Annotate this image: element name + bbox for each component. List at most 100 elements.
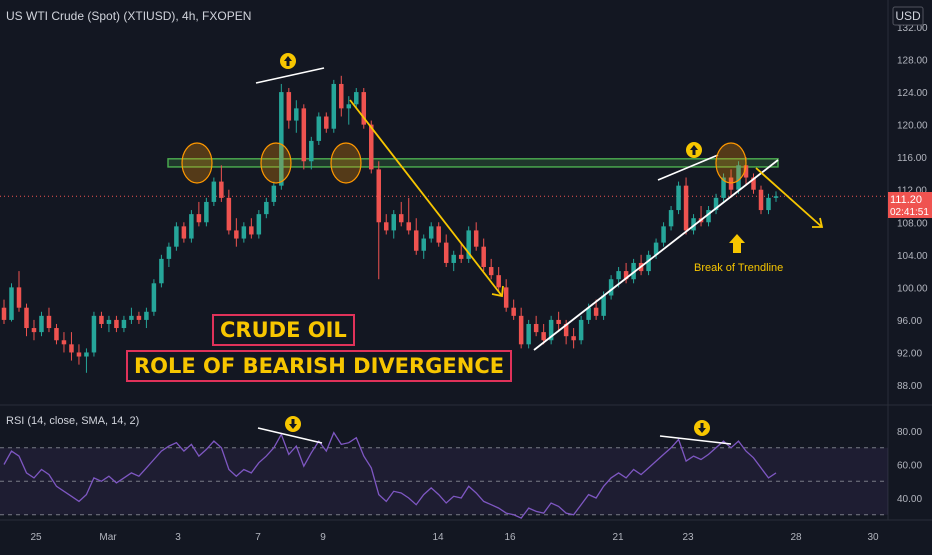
- candle[interactable]: [84, 348, 89, 373]
- symbol-title[interactable]: US WTI Crude (Spot) (XTIUSD), 4h, FXOPEN: [6, 9, 251, 23]
- ascending-trendline[interactable]: [533, 159, 779, 351]
- candle[interactable]: [309, 136, 314, 170]
- candle[interactable]: [548, 315, 554, 345]
- highlight-circle[interactable]: [330, 142, 362, 184]
- candle[interactable]: [436, 222, 441, 247]
- candle[interactable]: [294, 100, 299, 133]
- down-arrow-circle-icon[interactable]: [694, 420, 710, 436]
- candle[interactable]: [331, 79, 337, 133]
- candle[interactable]: [721, 173, 726, 202]
- up-arrow-circle-icon[interactable]: [686, 142, 702, 158]
- candle[interactable]: [241, 222, 247, 243]
- candle[interactable]: [129, 307, 134, 324]
- candle[interactable]: [728, 169, 734, 198]
- candle[interactable]: [736, 161, 741, 194]
- candle[interactable]: [503, 279, 509, 312]
- candle[interactable]: [159, 254, 164, 288]
- candle[interactable]: [473, 222, 479, 251]
- candle[interactable]: [511, 299, 516, 320]
- headline-label[interactable]: CRUDE OIL: [212, 314, 355, 346]
- candle[interactable]: [556, 311, 561, 333]
- candle[interactable]: [151, 279, 157, 316]
- candle[interactable]: [256, 210, 262, 239]
- candle[interactable]: [428, 222, 434, 243]
- candle[interactable]: [121, 315, 127, 333]
- candle[interactable]: [541, 323, 546, 345]
- candle[interactable]: [758, 185, 764, 215]
- candle[interactable]: [226, 189, 232, 235]
- candle[interactable]: [301, 104, 307, 170]
- candle[interactable]: [406, 197, 411, 235]
- candle[interactable]: [324, 112, 329, 133]
- candle[interactable]: [316, 112, 322, 145]
- candle[interactable]: [196, 201, 202, 227]
- candle[interactable]: [271, 181, 277, 206]
- highlight-circle[interactable]: [181, 142, 213, 184]
- candle[interactable]: [234, 218, 239, 247]
- candle[interactable]: [361, 88, 367, 129]
- candle[interactable]: [181, 222, 187, 243]
- currency-badge-box[interactable]: [892, 6, 924, 26]
- candle[interactable]: [691, 214, 696, 235]
- candle[interactable]: [578, 315, 584, 345]
- candle[interactable]: [391, 210, 396, 239]
- time-axis[interactable]: 25 Mar 3 7 9 14 16 21 23 28 30: [30, 532, 879, 543]
- candle[interactable]: [166, 242, 172, 268]
- price-axis[interactable]: 132.00 128.00 124.00 120.00 116.00 112.00 108.…: [897, 23, 928, 392]
- candle[interactable]: [9, 283, 14, 322]
- candle[interactable]: [713, 193, 719, 215]
- candle[interactable]: [466, 226, 471, 263]
- candle[interactable]: [249, 218, 254, 239]
- candle[interactable]: [571, 328, 576, 349]
- highlight-circle[interactable]: [715, 142, 747, 184]
- candle[interactable]: [219, 165, 224, 202]
- candle[interactable]: [706, 206, 711, 227]
- rsi-title[interactable]: RSI (14, close, SMA, 14, 2): [6, 415, 139, 427]
- candle[interactable]: [369, 120, 374, 174]
- candle[interactable]: [766, 193, 771, 215]
- candle[interactable]: [421, 234, 426, 259]
- candle[interactable]: [211, 177, 217, 206]
- candle[interactable]: [136, 311, 142, 324]
- rsi-axis[interactable]: 80.00 60.00 40.00: [897, 427, 922, 505]
- candle[interactable]: [69, 332, 74, 361]
- subheadline-label[interactable]: ROLE OF BEARISH DIVERGENCE: [126, 350, 513, 382]
- candle[interactable]: [346, 96, 352, 125]
- candle[interactable]: [61, 332, 67, 353]
- candle[interactable]: [339, 75, 344, 117]
- candle[interactable]: [189, 210, 194, 243]
- candle[interactable]: [1, 299, 7, 324]
- candle[interactable]: [518, 307, 524, 349]
- candle[interactable]: [443, 234, 449, 268]
- candle[interactable]: [398, 201, 404, 227]
- candle[interactable]: [631, 258, 636, 284]
- candle[interactable]: [99, 311, 104, 329]
- candle[interactable]: [76, 344, 82, 365]
- candle[interactable]: [106, 315, 112, 333]
- candle[interactable]: [773, 191, 779, 202]
- candle[interactable]: [24, 303, 29, 337]
- candle[interactable]: [751, 173, 756, 194]
- bearish-arrow-2[interactable]: [755, 167, 824, 228]
- candle[interactable]: [354, 88, 359, 109]
- candle[interactable]: [46, 307, 52, 333]
- candle[interactable]: [16, 271, 22, 312]
- candle[interactable]: [496, 267, 501, 292]
- candle[interactable]: [31, 319, 37, 341]
- candle[interactable]: [279, 83, 284, 190]
- last-price-badge[interactable]: 111.20 02:41:51: [888, 192, 932, 218]
- candle[interactable]: [593, 299, 599, 320]
- candle[interactable]: [646, 250, 651, 276]
- candle[interactable]: [661, 222, 666, 247]
- price-divergence-line-2[interactable]: [657, 154, 719, 181]
- candle[interactable]: [54, 323, 59, 345]
- price-divergence-line-1[interactable]: [255, 67, 325, 84]
- candle[interactable]: [668, 206, 674, 231]
- candle[interactable]: [683, 177, 689, 235]
- candle[interactable]: [451, 250, 456, 272]
- resistance-zone[interactable]: [167, 158, 779, 168]
- candle[interactable]: [204, 197, 209, 227]
- break-of-trendline-label[interactable]: Break of Trendline: [694, 262, 783, 274]
- candle[interactable]: [384, 214, 389, 235]
